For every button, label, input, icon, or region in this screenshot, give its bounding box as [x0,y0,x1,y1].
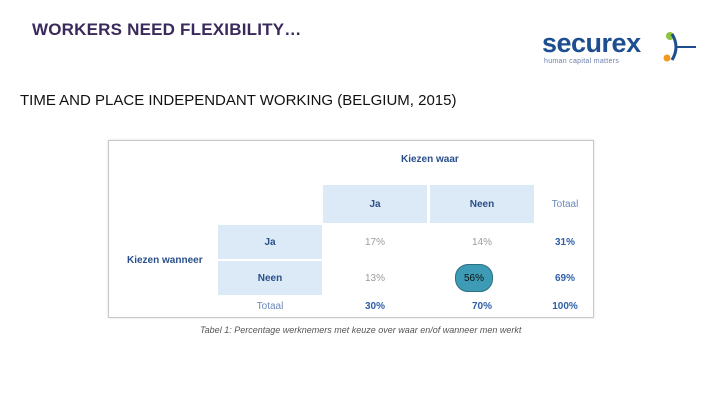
row-header-ja: Ja [218,225,322,259]
row-header-totaal: Totaal [256,300,284,312]
cell-totaal-ja: 30% [364,300,385,312]
col-header-neen: Neen [430,185,534,223]
row-group-label: Kiezen wanneer [127,255,203,266]
table-caption: Tabel 1: Percentage werknemers met keuze… [200,325,522,335]
col-header-ja: Ja [323,185,427,223]
highlight-badge: 56% [455,264,493,292]
column-group-label: Kiezen waar [401,154,459,165]
row-header-neen: Neen [218,261,322,295]
securex-logo: securex human capital matters [542,28,696,68]
logo-tagline: human capital matters [544,58,620,65]
flexibility-table: Kiezen waar Ja Neen Totaal Kiezen wannee… [108,140,594,318]
cell-ja-neen: 14% [471,236,492,248]
cell-neen-totaal: 69% [554,272,575,284]
col-header-totaal: Totaal [551,198,579,210]
cell-neen-ja: 13% [364,272,385,284]
slide-subtitle: TIME AND PLACE INDEPENDANT WORKING (BELG… [20,92,457,109]
cell-ja-ja: 17% [364,236,385,248]
logo-wordmark: securex [542,28,641,58]
cell-totaal-totaal: 100% [552,300,578,312]
logo-dots-icon [663,32,696,62]
cell-ja-totaal: 31% [554,236,575,248]
cell-totaal-neen: 70% [471,300,492,312]
slide-title: WORKERS NEED FLEXIBILITY… [32,20,302,39]
